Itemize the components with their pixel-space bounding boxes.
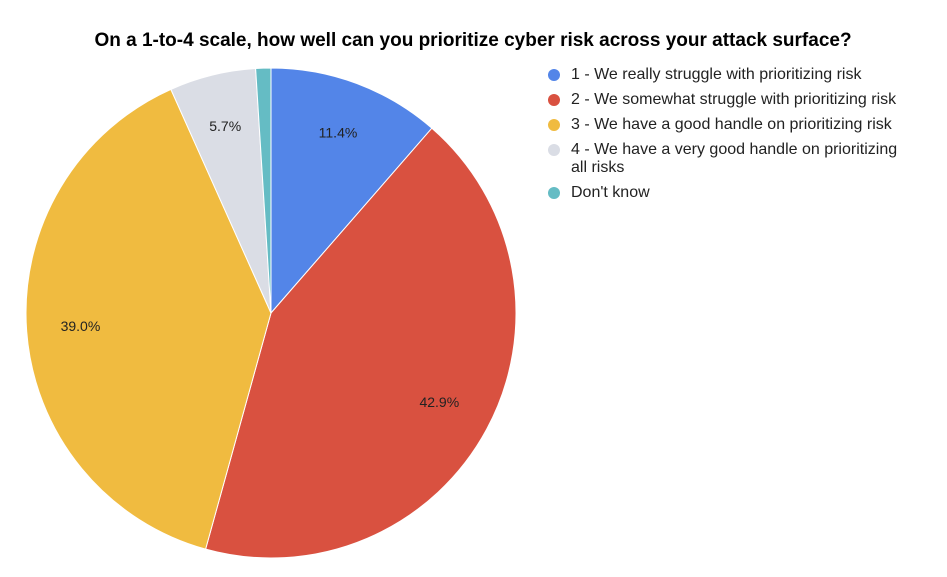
legend-item: 1 - We really struggle with prioritizing… (548, 66, 908, 84)
legend-marker (548, 69, 560, 81)
pie-slice (270, 67, 433, 315)
pie-slice (255, 67, 272, 314)
legend-marker (548, 94, 560, 106)
legend-label: 4 - We have a very good handle on priori… (571, 141, 898, 176)
legend-marker (548, 119, 560, 131)
legend: 1 - We really struggle with prioritizing… (548, 66, 908, 209)
data-label: 42.9% (419, 394, 459, 410)
pie-slice (204, 127, 517, 559)
legend-item: 3 - We have a good handle on prioritizin… (548, 116, 908, 134)
data-label: 39.0% (61, 318, 101, 334)
pie-slice (25, 88, 272, 550)
data-label: 5.7% (209, 118, 241, 134)
data-label: 11.4% (319, 125, 358, 141)
legend-item: Don't know (548, 184, 908, 202)
legend-label: 2 - We somewhat struggle with prioritizi… (571, 91, 897, 108)
legend-marker (548, 187, 560, 199)
legend-item: 4 - We have a very good handle on priori… (548, 141, 908, 177)
legend-label: 3 - We have a good handle on prioritizin… (571, 116, 892, 133)
legend-marker (548, 144, 560, 156)
legend-item: 2 - We somewhat struggle with prioritizi… (548, 91, 908, 109)
legend-label: 1 - We really struggle with prioritizing… (571, 66, 862, 83)
chart-title: On a 1-to-4 scale, how well can you prio… (94, 30, 851, 51)
legend-label: Don't know (571, 184, 650, 201)
